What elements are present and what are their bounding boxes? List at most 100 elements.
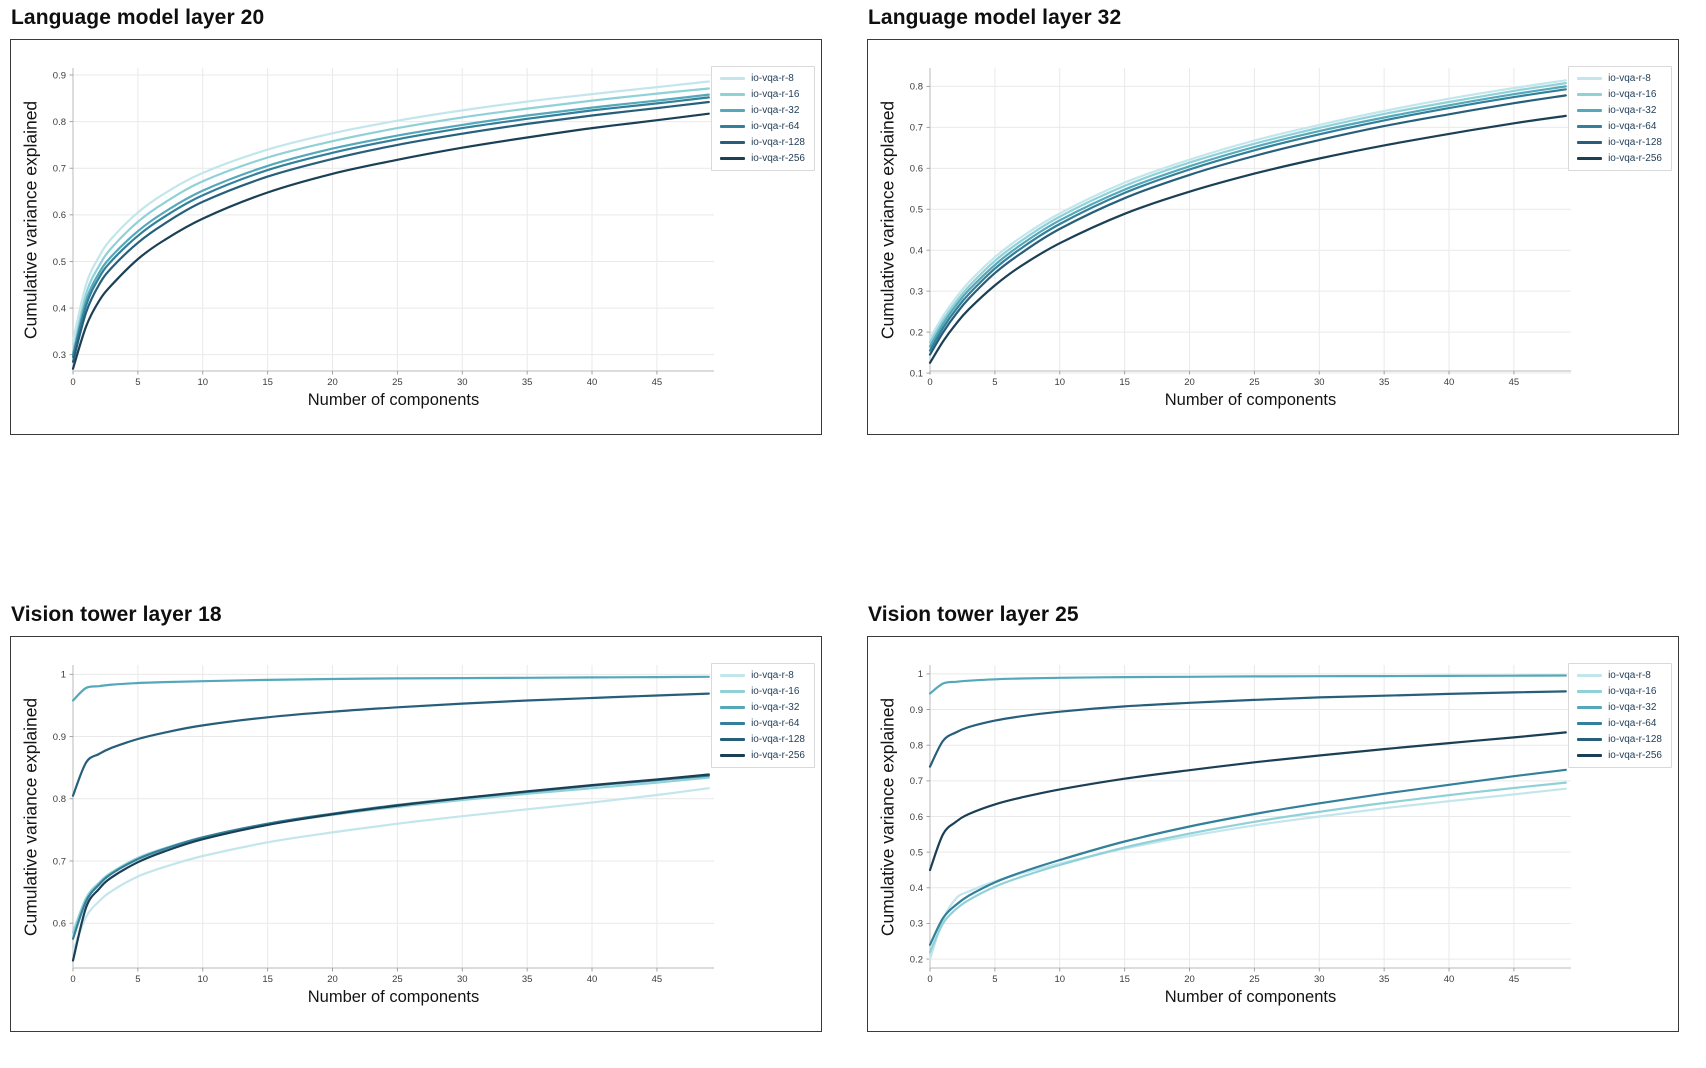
series-line-io-vqa-r-128 [928,94,1567,356]
legend: io-vqa-r-8 io-vqa-r-16 io-vqa-r-32 io-vqa-r… [1568,663,1672,768]
series-line-io-vqa-r-16 [928,82,1567,344]
x-tick-label: 15 [262,377,273,388]
y-tick-label: 0.9 [910,705,923,716]
x-tick-label: 35 [522,974,533,985]
legend-item-io-vqa-r-32: io-vqa-r-32 [720,702,805,713]
legend-label: io-vqa-r-256 [1608,153,1662,164]
x-tick-label: 0 [927,377,932,388]
legend-label: io-vqa-r-32 [1608,105,1657,116]
y-axis-label: Cumulative variance explained [20,697,41,937]
legend-item-io-vqa-r-256: io-vqa-r-256 [720,153,805,164]
x-axis-label: Number of components [307,391,480,409]
x-tick-label: 40 [587,377,598,388]
y-tick-label: 0.9 [53,732,66,743]
legend-line-swatch [1577,690,1603,693]
chart-block-vision-layer-18: Vision tower layer 18 0 5 10 15 20 25 30 35 40 45… [10,603,822,1032]
legend-label: io-vqa-r-8 [1608,73,1651,84]
legend-line-swatch [720,690,746,693]
x-tick-label: 5 [135,974,140,985]
series-line-io-vqa-r-128 [71,100,710,363]
chart-title: Vision tower layer 18 [11,603,222,626]
legend-item-io-vqa-r-32: io-vqa-r-32 [1577,105,1662,116]
tick-labels: 0 5 10 15 20 25 30 35 40 45 0.6 0.7 0.8 0.9 1 [53,670,662,985]
series-lines [71,675,710,962]
legend-item-io-vqa-r-64: io-vqa-r-64 [720,121,805,132]
chart-canvas: 0 5 10 15 20 25 30 35 40 45 0.6 0.7 0.8 0.9 1 [53,665,714,985]
y-tick-label: 0.1 [910,368,923,379]
y-tick-label: 0.7 [53,164,66,175]
y-tick-label: 0.7 [53,856,66,867]
series-line-io-vqa-r-8 [928,787,1567,961]
legend-line-swatch [1577,674,1603,677]
x-tick-label: 25 [1249,377,1260,388]
x-axis-label: Number of components [1164,988,1337,1006]
chart-block-lm-layer-32: Language model layer 32 0 5 10 15 20 25 30 35 40… [867,6,1679,435]
legend-line-swatch [720,738,746,741]
x-tick-label: 20 [327,974,338,985]
x-tick-label: 20 [1184,377,1195,388]
chart-panel: 0 5 10 15 20 25 30 35 40 45 0.1 0.2 0.3 0.4 0.5 0.6 0.7 0… [867,39,1679,435]
y-tick-label: 0.2 [910,327,923,338]
legend-label: io-vqa-r-8 [751,670,794,681]
legend-label: io-vqa-r-64 [1608,121,1657,132]
x-tick-label: 0 [70,377,75,388]
legend-line-swatch [720,125,746,128]
legend-label: io-vqa-r-128 [751,734,805,745]
y-tick-label: 0.5 [910,847,923,858]
x-tick-label: 40 [1444,377,1455,388]
y-tick-label: 0.8 [910,741,923,752]
legend-label: io-vqa-r-32 [1608,702,1657,713]
y-tick-label: 1 [61,670,66,681]
legend-label: io-vqa-r-16 [751,89,800,100]
x-tick-label: 45 [1509,974,1520,985]
legend: io-vqa-r-8 io-vqa-r-16 io-vqa-r-32 io-vqa-r… [1568,66,1672,171]
series-line-io-vqa-r-64 [928,768,1567,946]
chart-canvas: 0 5 10 15 20 25 30 35 40 45 0.3 0.4 0.5 0.6 0.7 0.8 0.9 [53,68,714,388]
chart-canvas: 0 5 10 15 20 25 30 35 40 45 0.2 0.3 0.4 0.5 0.6 0.7 0.8 0… [910,665,1571,985]
legend-label: io-vqa-r-32 [751,105,800,116]
x-tick-label: 25 [392,377,403,388]
legend-item-io-vqa-r-64: io-vqa-r-64 [1577,718,1662,729]
legend-item-io-vqa-r-128: io-vqa-r-128 [1577,734,1662,745]
legend-line-swatch [1577,141,1603,144]
x-tick-label: 35 [1379,974,1390,985]
x-tick-label: 25 [1249,974,1260,985]
y-tick-label: 0.3 [910,919,923,930]
legend-label: io-vqa-r-256 [751,153,805,164]
x-tick-label: 15 [1119,974,1130,985]
legend-item-io-vqa-r-16: io-vqa-r-16 [720,89,805,100]
y-tick-label: 0.4 [910,246,923,257]
legend-line-swatch [720,754,746,757]
y-axis-label: Cumulative variance explained [877,100,898,340]
legend-line-swatch [720,157,746,160]
x-tick-label: 15 [262,974,273,985]
y-tick-label: 0.6 [53,919,66,930]
legend-label: io-vqa-r-16 [751,686,800,697]
series-line-io-vqa-r-8 [71,80,710,342]
legend-item-io-vqa-r-256: io-vqa-r-256 [1577,750,1662,761]
y-tick-label: 1 [918,669,923,680]
series-lines [71,80,710,370]
series-line-io-vqa-r-64 [71,96,710,359]
legend-item-io-vqa-r-32: io-vqa-r-32 [720,105,805,116]
legend-line-swatch [1577,125,1603,128]
y-tick-label: 0.5 [53,257,66,268]
y-tick-label: 0.3 [910,286,923,297]
gridlines [929,68,1571,374]
axes [72,68,714,372]
y-tick-label: 0.7 [910,776,923,787]
tick-labels: 0 5 10 15 20 25 30 35 40 45 0.3 0.4 0.5 0.6 0.7 0.8 0.9 [53,70,662,388]
x-tick-label: 0 [927,974,932,985]
legend-label: io-vqa-r-16 [1608,686,1657,697]
legend-item-io-vqa-r-8: io-vqa-r-8 [1577,670,1662,681]
legend-item-io-vqa-r-8: io-vqa-r-8 [720,670,805,681]
x-tick-label: 10 [197,974,208,985]
legend-label: io-vqa-r-128 [751,137,805,148]
x-tick-label: 25 [392,974,403,985]
x-tick-label: 45 [1509,377,1520,388]
legend-label: io-vqa-r-256 [751,750,805,761]
tick-labels: 0 5 10 15 20 25 30 35 40 45 0.1 0.2 0.3 0.4 0.5 0.6 0.7 0… [910,82,1519,388]
series-line-io-vqa-r-256 [71,112,710,370]
x-tick-label: 30 [1314,974,1325,985]
x-tick-label: 45 [652,974,663,985]
